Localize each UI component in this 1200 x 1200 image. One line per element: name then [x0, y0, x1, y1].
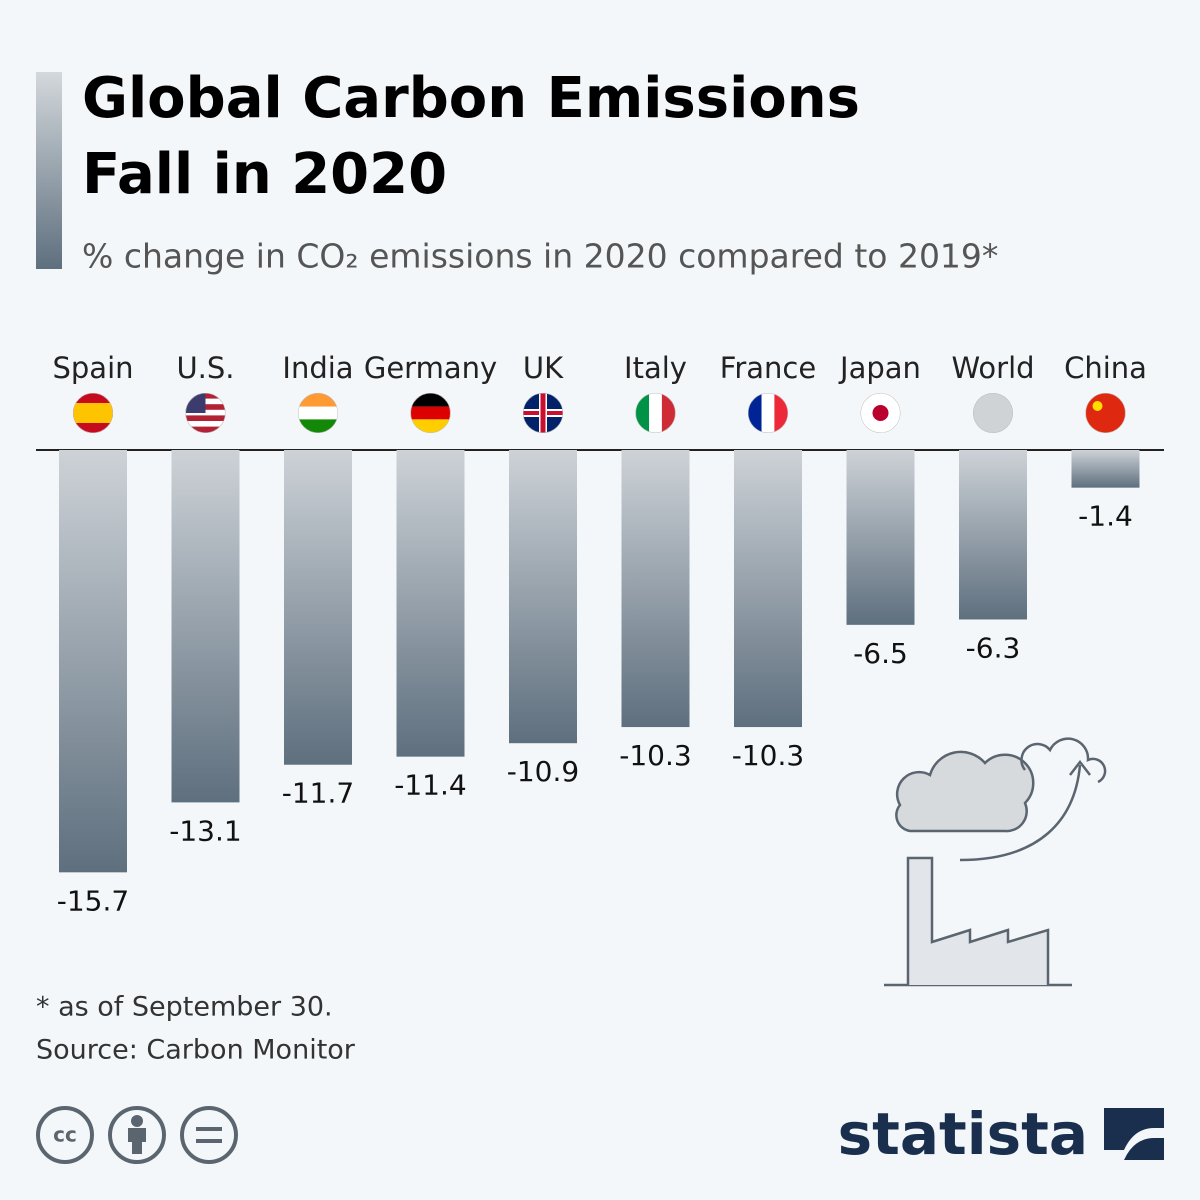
value-label: -6.3	[966, 631, 1021, 664]
x-tick-label: Spain	[52, 351, 133, 385]
flag-part	[298, 393, 338, 407]
x-tick-label: UK	[523, 351, 564, 385]
value-label: -15.7	[57, 884, 129, 917]
bar	[396, 450, 465, 757]
source: Source: Carbon Monitor	[36, 1035, 356, 1066]
value-label: -10.3	[732, 739, 804, 772]
value-label: -11.4	[394, 769, 466, 802]
flag	[1085, 393, 1126, 433]
value-label: -1.4	[1078, 500, 1133, 533]
flag-part	[872, 405, 889, 421]
flag-part	[661, 393, 676, 433]
flag	[523, 393, 563, 433]
bar	[1071, 450, 1140, 488]
flag	[748, 393, 788, 433]
flag	[860, 393, 901, 433]
flag-part	[410, 406, 451, 420]
bar	[59, 450, 127, 873]
flag	[410, 393, 451, 433]
flag-part	[185, 421, 226, 427]
flag-part	[635, 393, 650, 433]
x-tick-label: U.S.	[176, 351, 234, 385]
bar	[846, 450, 915, 625]
title-accent	[36, 72, 62, 269]
x-tick-label: France	[720, 351, 816, 385]
flag	[973, 393, 1013, 433]
value-label: -10.3	[619, 739, 691, 772]
value-label: -10.9	[507, 755, 579, 788]
flag-part	[973, 393, 1013, 433]
x-tick-label: China	[1064, 351, 1147, 385]
flag	[185, 393, 226, 433]
x-tick-label: Italy	[624, 351, 687, 385]
x-tick-label: India	[282, 351, 353, 385]
flag-part	[1092, 401, 1103, 411]
brand-logo: statista	[838, 1100, 1088, 1168]
x-tick-label: Japan	[838, 351, 921, 385]
bar	[284, 450, 352, 765]
flag-part	[774, 393, 788, 433]
bar	[171, 450, 240, 803]
value-label: -6.5	[853, 637, 908, 670]
flag-part	[73, 423, 113, 433]
license-icons	[36, 1106, 238, 1164]
value-label: -11.7	[282, 777, 354, 810]
flag-part	[410, 393, 451, 407]
chart-subtitle: % change in CO₂ emissions in 2020 compar…	[82, 237, 998, 276]
bar	[621, 450, 690, 728]
flag-part	[748, 393, 762, 433]
flag-part	[649, 393, 662, 433]
flag	[73, 393, 113, 433]
flag-part	[73, 403, 113, 423]
footnote: * as of September 30.	[36, 992, 333, 1023]
factory-illustration	[884, 737, 1107, 987]
bar	[509, 450, 577, 744]
flag-part	[540, 393, 546, 433]
flag-part	[298, 419, 338, 433]
brand-mark	[1104, 1108, 1164, 1160]
cc-icon-text: cc	[53, 1123, 77, 1147]
flag	[298, 393, 338, 433]
flag-part	[1085, 393, 1126, 433]
chart-title: Global Carbon Emissions	[82, 66, 860, 131]
x-tick-label: Germany	[364, 351, 497, 385]
x-tick-label: World	[951, 351, 1034, 385]
flag-part	[761, 393, 775, 433]
bars: Spain -15.7 U.S. -13.1 India -11.7 Germany -11.…	[52, 351, 1146, 917]
bar	[959, 450, 1027, 620]
bar	[734, 450, 802, 728]
flag	[635, 393, 676, 433]
flag-part	[298, 406, 338, 420]
value-label: -13.1	[169, 814, 241, 847]
chart-title: Fall in 2020	[82, 142, 447, 207]
flag-part	[410, 419, 451, 433]
